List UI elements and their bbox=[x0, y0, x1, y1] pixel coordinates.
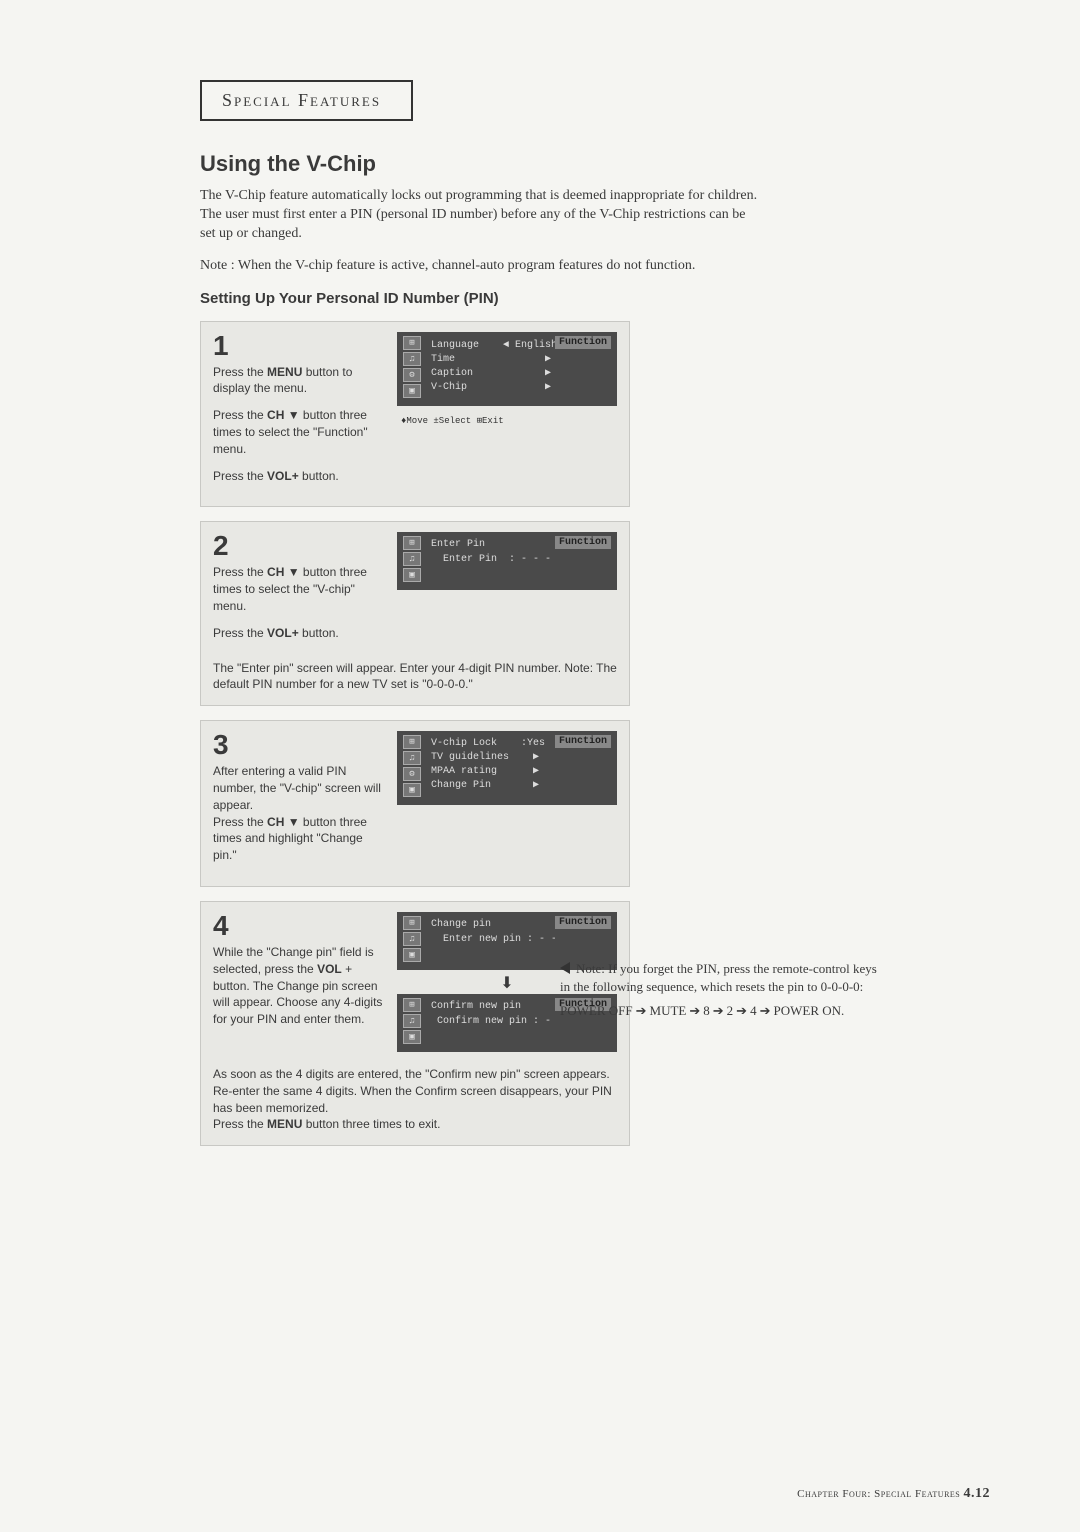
osd-line: Language ◄ English ▶ bbox=[431, 338, 555, 352]
step-3: 3 After entering a valid PIN number, the… bbox=[200, 720, 630, 887]
gear-icon: ⚙ bbox=[403, 767, 421, 781]
music-icon: ♫ bbox=[403, 751, 421, 765]
osd-icons: ⊞ ♫ ⚙ ▣ bbox=[403, 336, 425, 400]
step-1: 1 Press the MENU button to display the m… bbox=[200, 321, 630, 508]
osd-line: Confirm new pin : - - - - bbox=[431, 1015, 555, 1028]
side-note: Note: If you forget the PIN, press the r… bbox=[560, 960, 880, 1021]
music-icon: ♫ bbox=[403, 552, 421, 566]
intro-paragraph: The V-Chip feature automatically locks o… bbox=[200, 187, 760, 244]
osd-icons: ⊞ ♫ ▣ bbox=[403, 916, 425, 964]
section-tab: Special Features bbox=[200, 80, 413, 121]
step-2-bottom: The "Enter pin" screen will appear. Ente… bbox=[213, 660, 617, 694]
osd-title: Function bbox=[555, 536, 611, 549]
osd-icons: ⊞ ♫ ⚙ ▣ bbox=[403, 735, 425, 799]
osd-line: Confirm new pin bbox=[431, 1000, 555, 1013]
osd-icons: ⊞ ♫ ▣ bbox=[403, 536, 425, 584]
triangle-left-icon bbox=[560, 962, 570, 974]
step-number: 1 bbox=[213, 332, 383, 360]
side-note-text: Note: If you forget the PIN, press the r… bbox=[560, 961, 877, 994]
page-footer: Chapter Four: Special Features 4.12 bbox=[797, 1486, 990, 1502]
osd-screen-2: Function ⊞ ♫ ▣ Enter Pin Enter Pin : - -… bbox=[397, 532, 617, 590]
gear-icon: ⚙ bbox=[403, 368, 421, 382]
music-icon: ♫ bbox=[403, 1014, 421, 1028]
osd-line: Change pin bbox=[431, 918, 555, 931]
music-icon: ♫ bbox=[403, 932, 421, 946]
box-icon: ▣ bbox=[403, 783, 421, 797]
tv-icon: ⊞ bbox=[403, 916, 421, 930]
tv-icon: ⊞ bbox=[403, 536, 421, 550]
osd-line: MPAA rating ▶ bbox=[431, 764, 555, 778]
osd-screen-3: Function ⊞ ♫ ⚙ ▣ V-chip Lock :Yes TV gui… bbox=[397, 731, 617, 805]
osd-title: Function bbox=[555, 336, 611, 349]
step-2-line-1: Press the CH ▼ button three times to sel… bbox=[213, 564, 383, 614]
osd-icons: ⊞ ♫ ▣ bbox=[403, 998, 425, 1046]
osd-line: Time ▶ bbox=[431, 352, 555, 366]
step-3-line-1: After entering a valid PIN number, the "… bbox=[213, 763, 383, 864]
osd-line: V-Chip ▶ bbox=[431, 380, 555, 394]
step-4-line-1: While the "Change pin" field is selected… bbox=[213, 944, 383, 1028]
step-1-line-1: Press the MENU button to display the men… bbox=[213, 364, 383, 398]
step-number: 3 bbox=[213, 731, 383, 759]
footer-text: Chapter Four: Special Features bbox=[797, 1488, 963, 1500]
step-1-line-3: Press the VOL+ button. bbox=[213, 468, 383, 485]
osd-line: V-chip Lock :Yes bbox=[431, 737, 555, 750]
osd-footer: ♦Move ±Select ⊞Exit bbox=[397, 416, 617, 426]
page-title: Using the V-Chip bbox=[200, 151, 760, 177]
osd-title: Function bbox=[555, 916, 611, 929]
music-icon: ♫ bbox=[403, 352, 421, 366]
osd-line: Enter Pin bbox=[431, 538, 555, 551]
step-number: 4 bbox=[213, 912, 383, 940]
step-4: 4 While the "Change pin" field is select… bbox=[200, 901, 630, 1146]
osd-line: Change Pin ▶ bbox=[431, 778, 555, 792]
note-line: Note : When the V-chip feature is active… bbox=[200, 258, 760, 274]
page-number: 4.12 bbox=[964, 1486, 991, 1501]
pin-reset-sequence: POWER OFF➔MUTE➔8➔2➔4➔POWER ON. bbox=[560, 1002, 880, 1020]
box-icon: ▣ bbox=[403, 948, 421, 962]
step-1-osd-wrap: Function ⊞ ♫ ⚙ ▣ Language ◄ English ▶ Ti… bbox=[397, 332, 617, 426]
tv-icon: ⊞ bbox=[403, 998, 421, 1012]
subtitle: Setting Up Your Personal ID Number (PIN) bbox=[200, 290, 760, 307]
box-icon: ▣ bbox=[403, 384, 421, 398]
step-4-bottom: As soon as the 4 digits are entered, the… bbox=[213, 1066, 617, 1133]
osd-title: Function bbox=[555, 735, 611, 748]
box-icon: ▣ bbox=[403, 568, 421, 582]
osd-line: Enter Pin : - - - - bbox=[431, 553, 555, 566]
step-1-line-2: Press the CH ▼ button three times to sel… bbox=[213, 407, 383, 457]
osd-line: Enter new pin : - - - - bbox=[431, 933, 555, 946]
tv-icon: ⊞ bbox=[403, 336, 421, 350]
osd-screen-1: Function ⊞ ♫ ⚙ ▣ Language ◄ English ▶ Ti… bbox=[397, 332, 617, 406]
osd-line: Caption ▶ bbox=[431, 366, 555, 380]
step-2-line-2: Press the VOL+ button. bbox=[213, 625, 383, 642]
section-tab-label: Special Features bbox=[222, 90, 381, 110]
step-number: 2 bbox=[213, 532, 383, 560]
osd-line: TV guidelines ▶ bbox=[431, 750, 555, 764]
tv-icon: ⊞ bbox=[403, 735, 421, 749]
box-icon: ▣ bbox=[403, 1030, 421, 1044]
step-2: 2 Press the CH ▼ button three times to s… bbox=[200, 521, 630, 706]
